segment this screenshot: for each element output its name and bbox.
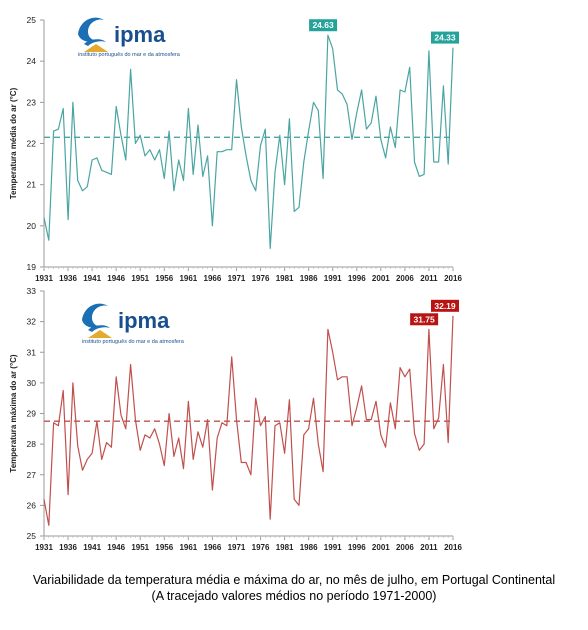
- caption-line-1: Variabilidade da temperatura média e máx…: [32, 573, 556, 587]
- x-tick-label: 1941: [83, 274, 101, 283]
- x-tick-label: 1991: [324, 543, 342, 552]
- x-tick-label: 1996: [348, 543, 366, 552]
- x-tick-label: 1986: [300, 274, 318, 283]
- data-label: 31.75: [413, 314, 435, 324]
- logo-text: ipma: [114, 22, 166, 47]
- ipma-logo-icon: [82, 303, 112, 338]
- data-label: 24.33: [434, 33, 456, 43]
- y-tick-label: 25: [27, 15, 37, 25]
- y-tick-label: 21: [27, 180, 37, 190]
- y-tick-label: 19: [27, 262, 37, 272]
- x-tick-label: 1976: [252, 274, 270, 283]
- x-tick-label: 2001: [372, 543, 390, 552]
- x-tick-label: 1951: [131, 274, 149, 283]
- figure-caption: Variabilidade da temperatura média e máx…: [0, 573, 588, 604]
- logo-text: ipma: [118, 308, 170, 333]
- x-tick-label: 1956: [155, 543, 173, 552]
- series-line: [43, 34, 454, 250]
- chart-temperatura-media: 19 20 21 22 23 24 25 1931 1936 1941 1946 1951 1956 19…: [9, 15, 462, 283]
- data-label-box: [410, 313, 439, 326]
- x-tick-label: 1981: [276, 274, 294, 283]
- x-tick-label: 1976: [252, 543, 270, 552]
- y-tick-label: 23: [27, 97, 37, 107]
- x-tick-label: 1966: [204, 543, 222, 552]
- x-tick-label: 1996: [348, 274, 366, 283]
- x-tick-label: 1936: [59, 274, 77, 283]
- y-tick-label: 33: [27, 286, 37, 296]
- data-label-box: [431, 31, 459, 44]
- logo-subtitle: instituto português do mar e da atmosfer…: [78, 52, 181, 58]
- y-tick-label: 26: [27, 500, 37, 510]
- x-tick-label: 2011: [420, 543, 438, 552]
- logo-subtitle: instituto português do mar e da atmosfer…: [82, 339, 185, 345]
- y-axis-label: Temperatura máxima do ar (°C): [9, 354, 18, 473]
- y-axis-label: Temperatura média do ar (°C): [9, 87, 18, 199]
- x-tick-label: 1956: [155, 274, 173, 283]
- x-tick-label: 2006: [396, 543, 414, 552]
- x-tick-label: 1931: [35, 274, 53, 283]
- data-label: 32.19: [434, 301, 456, 311]
- y-tick-label: 32: [27, 317, 37, 327]
- chart-temperatura-maxima: 25 26 27 28 29 30 31 32 33 1931 1936 1941 1946 1951 19…: [9, 286, 462, 552]
- x-tick-label: 2016: [444, 543, 462, 552]
- x-tick-label: 1946: [107, 274, 125, 283]
- x-tick-label: 2011: [420, 274, 438, 283]
- caption-line-2: (A tracejado valores médios no período 1…: [151, 588, 437, 603]
- y-tick-label: 30: [27, 378, 37, 388]
- x-tick-label: 1986: [300, 543, 318, 552]
- x-tick-label: 1971: [228, 543, 246, 552]
- ipma-logo-top: ipma instituto português do mar e da atm…: [78, 17, 181, 58]
- x-tick-label: 1961: [179, 274, 197, 283]
- x-tick-label: 1936: [59, 543, 77, 552]
- x-tick-label: 1991: [324, 274, 342, 283]
- x-tick-label: 1941: [83, 543, 101, 552]
- y-tick-label: 28: [27, 439, 37, 449]
- ipma-logo-bottom: ipma instituto português do mar e da atm…: [82, 303, 185, 345]
- series-line: [43, 315, 454, 526]
- x-tick-label: 1971: [228, 274, 246, 283]
- y-tick-label: 20: [27, 221, 37, 231]
- x-tick-label: 2006: [396, 274, 414, 283]
- x-tick-label: 1981: [276, 543, 294, 552]
- y-tick-label: 24: [27, 56, 37, 66]
- data-label-box: [309, 19, 338, 32]
- x-tick-label: 1931: [35, 543, 53, 552]
- charts-canvas: ipma instituto português do mar e da atm…: [9, 15, 462, 552]
- data-label: 24.63: [312, 20, 334, 30]
- x-tick-label: 2016: [444, 274, 462, 283]
- y-tick-label: 27: [27, 470, 37, 480]
- x-tick-label: 1961: [179, 543, 197, 552]
- x-tick-label: 1946: [107, 543, 125, 552]
- x-tick-label: 1966: [204, 274, 222, 283]
- y-tick-label: 31: [27, 347, 37, 357]
- x-tick-label: 2001: [372, 274, 390, 283]
- ipma-logo-icon: [78, 17, 108, 52]
- y-tick-label: 25: [27, 531, 37, 541]
- y-tick-label: 29: [27, 409, 37, 419]
- x-tick-label: 1951: [131, 543, 149, 552]
- y-tick-label: 22: [27, 139, 37, 149]
- data-label-box: [431, 299, 459, 312]
